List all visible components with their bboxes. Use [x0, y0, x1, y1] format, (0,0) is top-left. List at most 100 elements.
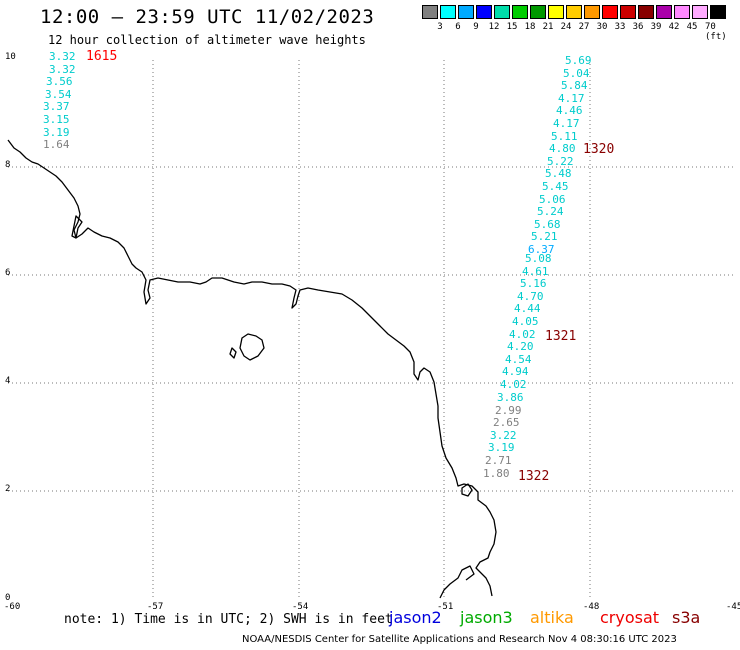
wave-height-value: 4.94	[502, 365, 529, 379]
credit-footer: NOAA/NESDIS Center for Satellite Applica…	[242, 634, 677, 645]
wave-height-value: 5.04	[563, 66, 590, 80]
x-tick-label: -54	[292, 602, 309, 612]
legend-label: 6	[455, 22, 461, 32]
wave-height-value: 3.22	[490, 428, 517, 442]
wave-height-value: 4.80	[549, 142, 576, 156]
coastline	[7, 139, 497, 599]
legend-label: 30	[596, 22, 608, 32]
legend-swatch	[620, 5, 636, 19]
legend-swatch	[548, 5, 564, 19]
legend-swatch	[656, 5, 672, 19]
y-tick-label: 8	[5, 160, 11, 170]
x-tick-label: -51	[437, 602, 454, 612]
x-tick-label: -57	[147, 602, 164, 612]
wave-height-value: 5.08	[525, 252, 552, 265]
legend-label: 12	[488, 22, 500, 32]
wave-height-value: 3.19	[43, 125, 70, 139]
satellite-label: s3a	[672, 608, 701, 627]
wave-height-value: 5.16	[520, 277, 547, 291]
wave-height-value: 4.17	[558, 91, 585, 105]
wave-height-value: 3.15	[43, 113, 70, 126]
wave-height-value: 3.56	[46, 75, 73, 89]
wave-height-value: 4.70	[517, 289, 544, 303]
gridlines	[8, 60, 736, 599]
y-tick-label: 10	[5, 52, 16, 62]
wave-height-value: 3.19	[488, 441, 515, 455]
legend-label: 36	[632, 22, 644, 32]
wave-height-value: 5.21	[531, 230, 558, 244]
pass-time-label: 1321	[545, 329, 577, 344]
wave-height-value: 5.84	[561, 79, 588, 93]
wave-height-value: 4.54	[505, 352, 532, 366]
wave-height-value: 6.37	[528, 243, 555, 256]
wave-height-value: 5.48	[545, 167, 572, 181]
wave-height-value: 2.71	[485, 454, 512, 467]
y-tick-label: 0	[5, 593, 11, 603]
wave-height-value: 2.99	[495, 403, 522, 417]
wave-height-value: 5.45	[542, 180, 569, 193]
title: 12:00 — 23:59 UTC 11/02/2023	[40, 6, 375, 28]
wave-height-value: 2.65	[493, 416, 520, 430]
legend-swatch	[512, 5, 528, 19]
legend-label: 39	[650, 22, 662, 32]
legend-label: 21	[542, 22, 554, 32]
legend-swatch	[458, 5, 474, 19]
legend-swatch	[638, 5, 654, 19]
legend-swatch	[674, 5, 690, 19]
wave-height-value: 3.32	[49, 62, 76, 76]
legend-swatch	[476, 5, 492, 19]
legend-swatch	[566, 5, 582, 19]
wave-height-value: 3.54	[45, 87, 72, 101]
wave-height-value: 5.68	[534, 217, 561, 231]
legend-swatch	[710, 5, 726, 19]
wave-height-value: 5.22	[547, 154, 574, 168]
legend-label: 15	[506, 22, 518, 32]
legend-swatch	[422, 5, 438, 19]
legend-label: 24	[560, 22, 572, 32]
legend-swatch	[692, 5, 708, 19]
legend-label: 9	[473, 22, 479, 32]
legend-swatch	[530, 5, 546, 19]
wave-height-value: 5.11	[551, 129, 578, 143]
legend-label: 27	[578, 22, 590, 32]
wave-height-value: 1.80	[483, 466, 510, 480]
legend-label: 3	[437, 22, 443, 32]
pass-time-label: 1615	[86, 49, 118, 64]
satellite-label: altika	[530, 608, 574, 627]
legend-swatch	[440, 5, 456, 19]
wave-height-value: 5.69	[565, 54, 592, 67]
legend-label: 45	[686, 22, 698, 32]
y-tick-label: 4	[5, 376, 11, 386]
wave-height-value: 4.02	[500, 378, 527, 391]
wave-height-value: 3.86	[497, 391, 524, 404]
legend-label: 33	[614, 22, 626, 32]
wave-height-value: 4.02	[509, 327, 536, 341]
legend-swatch	[494, 5, 510, 19]
y-tick-label: 6	[5, 268, 11, 278]
pass-time-label: 1322	[518, 469, 550, 484]
x-tick-label: -45	[726, 602, 740, 612]
y-tick-label: 2	[5, 484, 11, 494]
legend-label: 42	[668, 22, 680, 32]
wave-height-value: 4.44	[514, 302, 541, 316]
legend-label: 18	[524, 22, 536, 32]
footnote: note: 1) Time is in UTC; 2) SWH is in fe…	[64, 612, 393, 627]
wave-height-value: 5.06	[539, 192, 566, 206]
wave-height-value: 4.05	[512, 315, 539, 328]
x-tick-label: -48	[583, 602, 600, 612]
wave-height-value: 4.20	[507, 340, 534, 354]
legend-swatch	[602, 5, 618, 19]
x-tick-label: -60	[4, 602, 21, 612]
wave-height-value: 4.17	[553, 117, 580, 130]
wave-height-value: 5.24	[537, 205, 564, 219]
pass-time-label: 1320	[583, 142, 615, 157]
wave-height-value: 4.46	[556, 104, 583, 118]
subtitle: 12 hour collection of altimeter wave hei…	[48, 33, 366, 47]
satellite-label: jason2	[389, 608, 442, 627]
wave-height-value: 1.64	[43, 138, 70, 152]
wave-height-value: 3.37	[43, 100, 70, 114]
wave-height-value: 3.32	[49, 50, 76, 63]
satellite-label: cryosat	[600, 608, 660, 627]
legend-label: 70 (ft)	[705, 22, 727, 42]
